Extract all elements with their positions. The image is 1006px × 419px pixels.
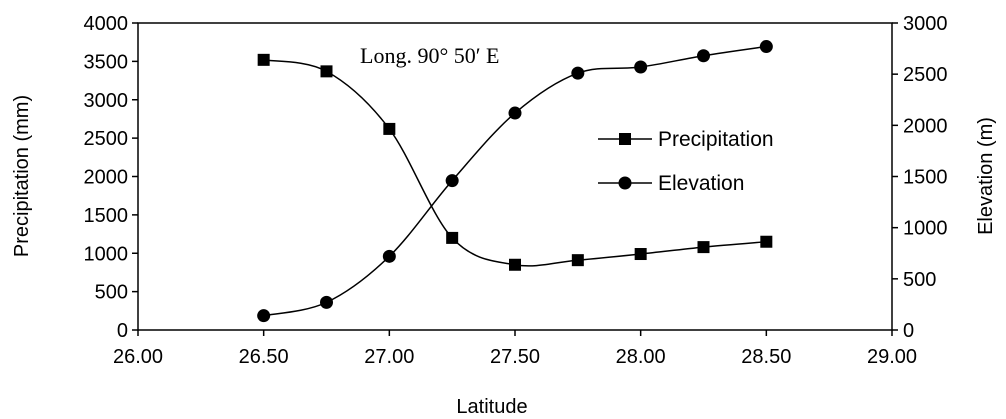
elevation-point xyxy=(320,295,333,309)
legend-precipitation-marker xyxy=(619,133,631,145)
legend: Precipitation Elevation xyxy=(598,128,774,195)
precipitation-point xyxy=(320,65,333,78)
elevation-point xyxy=(382,249,396,263)
y-axis-left-label: Precipitation (mm) xyxy=(11,95,33,257)
y-left-tick-label: 2500 xyxy=(84,128,129,150)
legend-precipitation-label: Precipitation xyxy=(658,128,774,151)
elevation-point xyxy=(445,174,459,188)
precipitation-point xyxy=(383,122,396,135)
precipitation-point xyxy=(509,258,521,271)
precipitation-point xyxy=(571,254,584,267)
y-right-tick-label: 500 xyxy=(903,269,936,291)
y-left-tick-label: 4000 xyxy=(84,13,129,35)
y-right-tick-label: 3000 xyxy=(903,13,948,35)
y-left-tick-label: 1500 xyxy=(84,205,129,227)
x-tick-label: 28.00 xyxy=(616,346,666,368)
elevation-point xyxy=(508,106,522,120)
y-left-tick-label: 3000 xyxy=(84,90,129,112)
y-left-tick-label: 2000 xyxy=(84,167,129,189)
y-right-tick-label: 0 xyxy=(903,320,914,342)
y-right-tick-label: 1000 xyxy=(903,218,948,240)
series-layer xyxy=(257,40,773,323)
elevation-point xyxy=(571,66,585,80)
y-axis-right-label: Elevation (m) xyxy=(975,117,997,235)
axes-layer: 26.00 26.50 27.00 27.50 28.00 28.50 29.00 0 500 1… xyxy=(84,13,948,368)
elevation-line xyxy=(263,45,767,317)
elevation-point xyxy=(697,49,710,63)
y-left-tick-label: 0 xyxy=(117,320,128,342)
x-tick-label: 29.00 xyxy=(867,346,917,368)
y-right-tick-label: 2500 xyxy=(903,64,948,86)
elevation-point xyxy=(257,309,271,323)
precipitation-point xyxy=(446,231,459,244)
precipitation-line xyxy=(263,59,767,267)
precipitation-point xyxy=(697,241,710,254)
elevation-point xyxy=(759,40,773,54)
legend-elevation-label: Elevation xyxy=(658,172,744,195)
x-axis-label: Latitude xyxy=(456,396,527,418)
y-left-tick-label: 3500 xyxy=(84,51,129,73)
x-tick-label: 27.00 xyxy=(364,346,414,368)
x-tick-label: 27.50 xyxy=(490,346,540,368)
y-right-tick-label: 1500 xyxy=(903,167,948,189)
chart-annotation: Long. 90° 50′ E xyxy=(360,43,500,68)
precipitation-point xyxy=(257,53,270,66)
precipitation-point xyxy=(634,248,647,261)
y-left-tick-label: 1000 xyxy=(84,243,129,265)
x-tick-label: 28.50 xyxy=(741,346,791,368)
y-right-tick-label: 2000 xyxy=(903,115,948,137)
elevation-point xyxy=(634,60,648,74)
legend-elevation-marker xyxy=(618,176,632,190)
plot-frame xyxy=(137,22,893,331)
x-tick-label: 26.00 xyxy=(113,346,163,368)
x-tick-label: 26.50 xyxy=(239,346,289,368)
y-left-tick-label: 500 xyxy=(95,282,128,304)
precipitation-point xyxy=(760,235,773,248)
